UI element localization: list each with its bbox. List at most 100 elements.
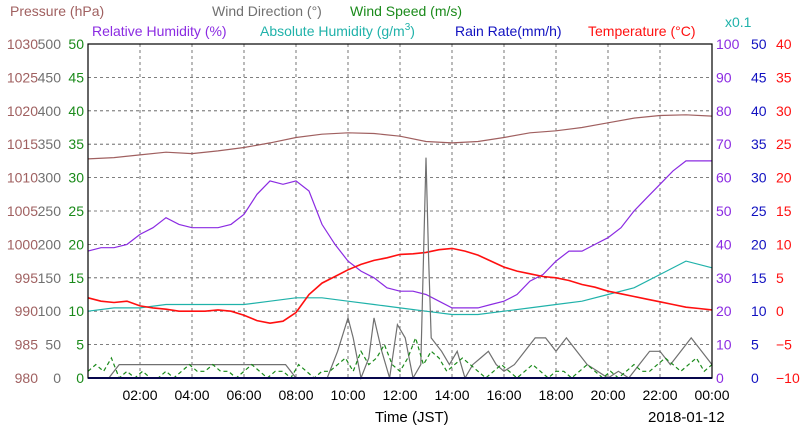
tick-label-wind-speed: 15	[68, 270, 84, 286]
tick-label-rain-rate: 20	[751, 236, 767, 252]
tick-label-wind-speed: 50	[68, 36, 84, 52]
x-tick-label: 16:00	[486, 387, 521, 403]
tick-label-relative-humidity: 40	[716, 236, 732, 252]
x-axis: 02:00 04:00 06:00 08:00 10:00 12:00 14:00 16:00…	[122, 387, 729, 403]
tick-label-pressure: 1020	[7, 103, 38, 119]
tick-label-rain-rate: 40	[751, 103, 767, 119]
tick-label-wind-direction: 450	[38, 69, 62, 85]
tick-label-relative-humidity: 80	[716, 103, 732, 119]
x-tick-label: 14:00	[434, 387, 469, 403]
legend-pressure: Pressure (hPa)	[10, 3, 104, 19]
tick-label-rain-rate: 30	[751, 170, 767, 186]
series-wind-speed	[87, 336, 713, 380]
tick-label-temperature: 30	[776, 103, 792, 119]
tick-label-relative-humidity: 0	[716, 370, 724, 386]
tick-label-pressure: 1005	[7, 203, 38, 219]
tick-label-wind-speed: 45	[68, 69, 84, 85]
tick-label-rain-rate: 35	[751, 136, 767, 152]
tick-label-temperature: 0	[776, 303, 784, 319]
series-pressure	[87, 114, 713, 160]
x-tick-label: 22:00	[642, 387, 677, 403]
tick-label-wind-speed: 30	[68, 170, 84, 186]
tick-label-pressure: 985	[15, 337, 39, 353]
legend-row-2: Relative Humidity (%) Absolute Humidity …	[92, 14, 752, 39]
x-tick-label: 10:00	[330, 387, 365, 403]
x-tick-label: 08:00	[278, 387, 313, 403]
tick-label-wind-direction: 500	[38, 36, 62, 52]
tick-label-relative-humidity: 10	[716, 337, 732, 353]
tick-label-temperature: 5	[776, 270, 784, 286]
tick-label-pressure: 1010	[7, 170, 38, 186]
legend-row-1: Pressure (hPa) Wind Direction (°) Wind S…	[10, 3, 462, 19]
tick-label-wind-speed: 35	[68, 136, 84, 152]
legend-rain-rate: Rain Rate(mm/h)	[455, 23, 562, 39]
legend-wind-speed: Wind Speed (m/s)	[350, 3, 462, 19]
tick-label-temperature: 35	[776, 69, 792, 85]
legend-absolute-humidity: Absolute Humidity (g/m3)	[260, 22, 415, 39]
tick-label-wind-direction: 0	[53, 370, 61, 386]
legend-absolute-humidity-main: Absolute Humidity (g/m	[260, 23, 405, 39]
x-tick-label: 00:00	[694, 387, 729, 403]
tick-label-relative-humidity: 20	[716, 303, 732, 319]
tick-label-pressure: 1015	[7, 136, 38, 152]
tick-label-pressure: 990	[15, 303, 39, 319]
tick-label-rain-rate: 10	[751, 303, 767, 319]
tick-label-pressure: 1000	[7, 236, 38, 252]
tick-label-wind-direction: 50	[45, 337, 61, 353]
x-tick-label: 06:00	[226, 387, 261, 403]
tick-label-wind-speed: 20	[68, 236, 84, 252]
tick-label-rain-rate: 45	[751, 69, 767, 85]
tick-label-temperature: 15	[776, 203, 792, 219]
legend-wind-direction: Wind Direction (°)	[212, 3, 322, 19]
chart-date: 2018-01-12	[648, 409, 725, 426]
tick-label-temperature: −10	[776, 370, 800, 386]
tick-label-rain-rate: 25	[751, 203, 767, 219]
tick-label-wind-speed: 10	[68, 303, 84, 319]
tick-label-wind-direction: 150	[38, 270, 62, 286]
tick-label-pressure: 980	[15, 370, 39, 386]
tick-label-rain-rate: 15	[751, 270, 767, 286]
tick-label-relative-humidity: 30	[716, 270, 732, 286]
legend-absolute-humidity-tail: )	[410, 23, 415, 39]
tick-label-rain-rate: 5	[751, 337, 759, 353]
tick-label-wind-direction: 300	[38, 170, 62, 186]
series-relative-humidity	[87, 160, 712, 309]
x-tick-label: 18:00	[538, 387, 573, 403]
tick-label-pressure: 1025	[7, 69, 38, 85]
tick-label-wind-direction: 250	[38, 203, 62, 219]
tick-label-relative-humidity: 60	[716, 170, 732, 186]
tick-label-temperature: 25	[776, 136, 792, 152]
x-tick-label: 04:00	[174, 387, 209, 403]
tick-label-temperature: −5	[776, 337, 792, 353]
tick-label-wind-speed: 40	[68, 103, 84, 119]
grid	[88, 44, 712, 378]
tick-label-wind-direction: 200	[38, 236, 62, 252]
tick-label-temperature: 20	[776, 170, 792, 186]
legend-absolute-humidity-sup: 3	[405, 22, 411, 33]
tick-label-wind-direction: 100	[38, 303, 62, 319]
tick-label-temperature: 10	[776, 236, 792, 252]
tick-label-wind-speed: 25	[68, 203, 84, 219]
tick-label-relative-humidity: 70	[716, 136, 732, 152]
series-absolute-humidity	[87, 260, 713, 316]
x-tick-label: 12:00	[382, 387, 417, 403]
tick-label-relative-humidity: 90	[716, 69, 732, 85]
plot-frame	[87, 43, 713, 379]
tick-label-wind-direction: 350	[38, 136, 62, 152]
tick-label-relative-humidity: 50	[716, 203, 732, 219]
x-tick-label: 02:00	[122, 387, 157, 403]
legend-abs-humidity-scale: x0.1	[725, 14, 752, 30]
tick-label-rain-rate: 50	[751, 36, 767, 52]
tick-label-pressure: 995	[15, 270, 39, 286]
tick-label-temperature: 40	[776, 36, 792, 52]
x-tick-label: 20:00	[590, 387, 625, 403]
series-temperature	[87, 247, 713, 325]
tick-label-wind-speed: 5	[76, 337, 84, 353]
y-axes: 9809859909951000100510101015102010251030…	[7, 36, 800, 386]
tick-label-pressure: 1030	[7, 36, 38, 52]
legend-relative-humidity: Relative Humidity (%)	[92, 23, 227, 39]
plot-border	[87, 43, 713, 379]
tick-label-relative-humidity: 100	[716, 36, 740, 52]
